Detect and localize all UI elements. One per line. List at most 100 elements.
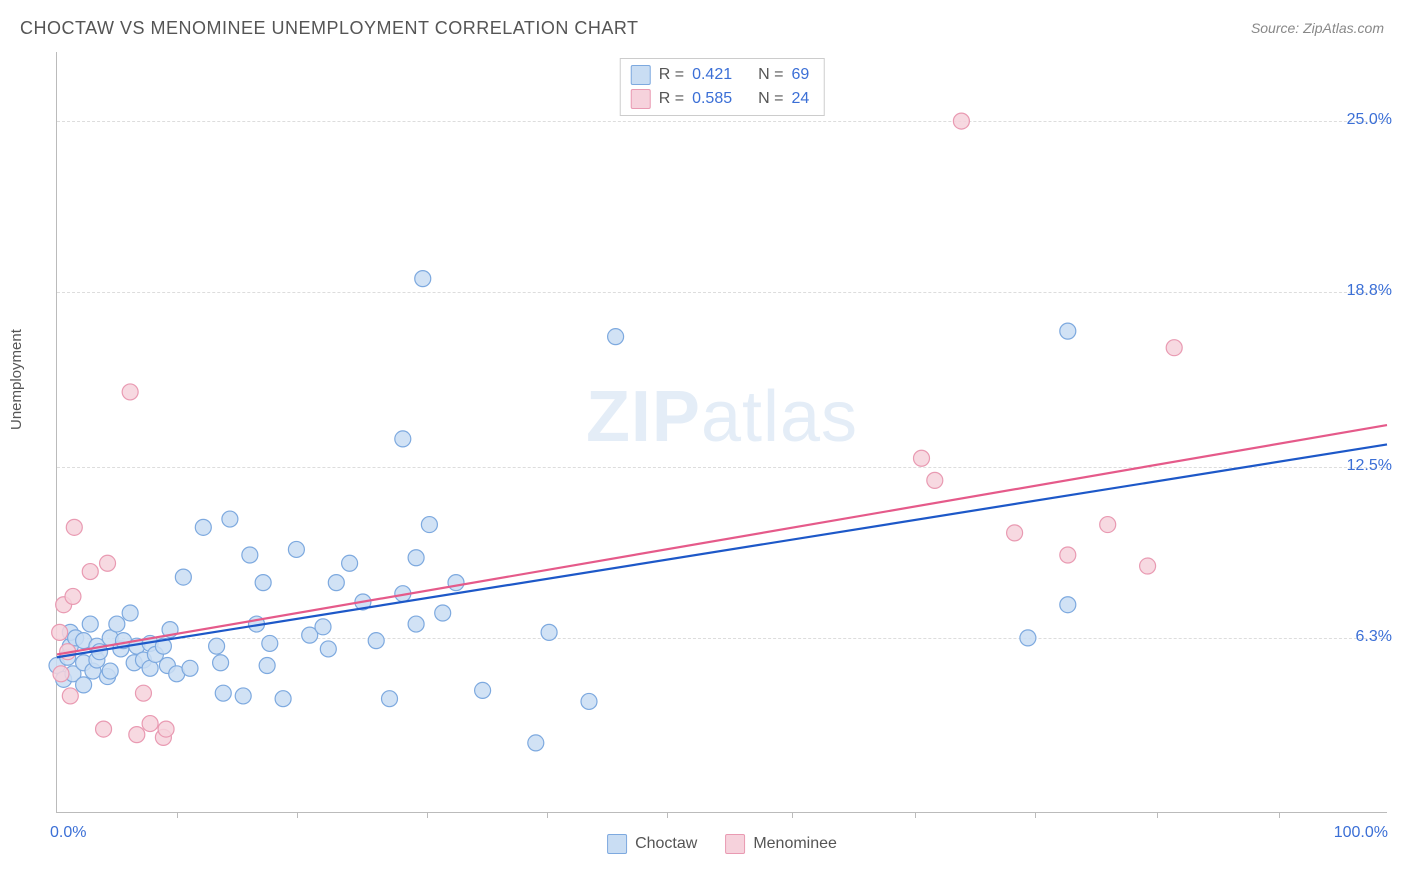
data-point [448, 575, 464, 591]
y-tick-label: 25.0% [1347, 111, 1392, 129]
series-legend-item: Choctaw [607, 834, 697, 854]
data-point [82, 616, 98, 632]
data-point [415, 271, 431, 287]
data-point [408, 550, 424, 566]
data-point [235, 688, 251, 704]
data-point [1060, 547, 1076, 563]
data-point [541, 624, 557, 640]
data-point [1140, 558, 1156, 574]
data-point [242, 547, 258, 563]
legend-row: R = 0.421 N = 69 [631, 63, 810, 87]
data-point [209, 638, 225, 654]
source-credit: Source: ZipAtlas.com [1251, 20, 1384, 36]
legend-swatch [725, 834, 745, 854]
data-point [1060, 597, 1076, 613]
series-name: Choctaw [635, 835, 697, 853]
data-point [1100, 517, 1116, 533]
data-point [914, 450, 930, 466]
data-point [195, 519, 211, 535]
trend-line [57, 425, 1387, 654]
data-point [52, 624, 68, 640]
data-point [953, 113, 969, 129]
data-point [262, 635, 278, 651]
x-tick [427, 812, 428, 818]
data-point [135, 685, 151, 701]
data-point [408, 616, 424, 632]
data-point [528, 735, 544, 751]
legend-swatch [631, 89, 651, 109]
chart-title: CHOCTAW VS MENOMINEE UNEMPLOYMENT CORREL… [20, 18, 639, 39]
series-legend: Choctaw Menominee [607, 834, 837, 854]
data-point [53, 666, 69, 682]
data-point [421, 517, 437, 533]
data-point [255, 575, 271, 591]
plot-area: ZIPatlas R =0.421N =69R =0.585N =24 Choc… [56, 52, 1387, 813]
data-point [435, 605, 451, 621]
x-tick [1035, 812, 1036, 818]
data-point [608, 329, 624, 345]
data-point [122, 384, 138, 400]
data-point [581, 693, 597, 709]
data-point [1020, 630, 1036, 646]
data-point [275, 691, 291, 707]
x-tick [1279, 812, 1280, 818]
r-label: R = [659, 87, 684, 111]
r-value: 0.585 [692, 87, 732, 111]
data-point [475, 682, 491, 698]
data-point [82, 564, 98, 580]
correlation-legend: R = 0.421 N = 69 R = 0.585 N = 24 [620, 58, 825, 116]
data-point [96, 721, 112, 737]
data-point [142, 716, 158, 732]
data-point [342, 555, 358, 571]
data-point [222, 511, 238, 527]
data-point [102, 663, 118, 679]
x-tick [915, 812, 916, 818]
series-name: Menominee [753, 835, 837, 853]
legend-swatch [607, 834, 627, 854]
data-point [328, 575, 344, 591]
data-point [109, 616, 125, 632]
data-point [315, 619, 331, 635]
y-axis-label: Unemployment [8, 329, 25, 430]
data-point [175, 569, 191, 585]
y-tick-label: 12.5% [1347, 457, 1392, 475]
data-point [122, 605, 138, 621]
legend-swatch [631, 65, 651, 85]
data-point [1007, 525, 1023, 541]
data-point [288, 541, 304, 557]
data-point [66, 519, 82, 535]
scatter-svg [57, 52, 1387, 812]
x-tick [297, 812, 298, 818]
legend-row: R = 0.585 N = 24 [631, 87, 810, 111]
r-value: 0.421 [692, 63, 732, 87]
data-point [213, 655, 229, 671]
r-label: R = [659, 63, 684, 87]
data-point [158, 721, 174, 737]
data-point [100, 555, 116, 571]
data-point [259, 658, 275, 674]
y-tick-label: 18.8% [1347, 282, 1392, 300]
x-tick [547, 812, 548, 818]
x-axis-max-label: 100.0% [1334, 824, 1388, 842]
x-tick [177, 812, 178, 818]
data-point [182, 660, 198, 676]
data-point [320, 641, 336, 657]
data-point [215, 685, 231, 701]
y-tick-label: 6.3% [1356, 628, 1392, 646]
data-point [927, 472, 943, 488]
n-label: N = [758, 87, 783, 111]
data-point [129, 727, 145, 743]
data-point [1060, 323, 1076, 339]
n-value: 24 [791, 87, 809, 111]
x-tick [667, 812, 668, 818]
data-point [382, 691, 398, 707]
x-axis-min-label: 0.0% [50, 824, 86, 842]
data-point [1166, 340, 1182, 356]
series-legend-item: Menominee [725, 834, 837, 854]
n-value: 69 [791, 63, 809, 87]
chart-container: CHOCTAW VS MENOMINEE UNEMPLOYMENT CORREL… [0, 0, 1406, 892]
data-point [65, 588, 81, 604]
data-point [395, 431, 411, 447]
data-point [62, 688, 78, 704]
n-label: N = [758, 63, 783, 87]
